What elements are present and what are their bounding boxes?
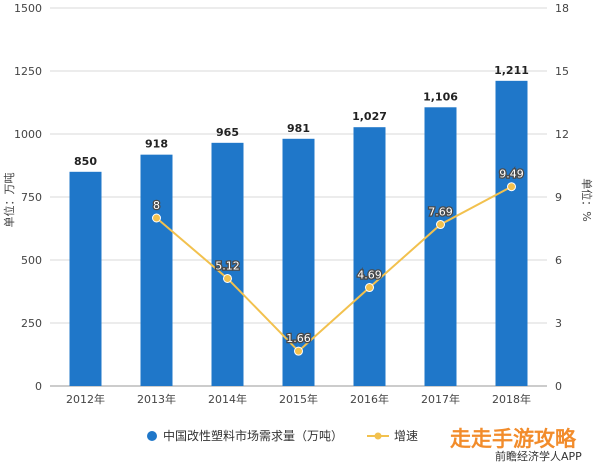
rate-value-label: 8: [153, 199, 160, 212]
bar-value-label: 850: [74, 155, 97, 168]
y-tick-label-left: 1500: [14, 2, 42, 15]
bar-value-label: 965: [216, 126, 239, 139]
rate-point: [294, 346, 303, 356]
y-tick-label-left: 0: [35, 380, 42, 393]
y-tick-label-left: 500: [21, 254, 42, 267]
bar-value-label: 1,106: [423, 90, 458, 103]
rate-value-label: 7.69: [428, 206, 453, 219]
rate-line: [155, 185, 512, 353]
source-caption: 前瞻经济学人APP: [495, 449, 582, 463]
rate-point: [507, 182, 516, 192]
y-axis-title-right: 单位：%: [580, 178, 594, 221]
y-tick-label-right: 18: [555, 2, 569, 15]
rate-value-label: 5.12: [215, 259, 240, 272]
rate-point: [365, 283, 374, 293]
legend: 中国改性塑料市场需求量（万吨） 增速: [147, 428, 418, 443]
bar: [211, 142, 244, 386]
x-tick-label: 2016年: [350, 392, 389, 406]
y-tick-label-left: 250: [21, 317, 42, 330]
y-tick-label-left: 750: [21, 191, 42, 204]
y-tick-label-right: 0: [555, 380, 562, 393]
rate-value-label: 1.66: [286, 332, 311, 345]
bar-value-label: 1,211: [494, 64, 529, 77]
bar: [69, 171, 102, 386]
y-tick-label-right: 15: [555, 65, 569, 78]
bar: [353, 127, 386, 387]
x-tick-label: 2015年: [279, 392, 318, 406]
x-tick-label: 2013年: [137, 392, 176, 406]
x-tick-label: 2018年: [492, 392, 531, 406]
rate-point: [436, 220, 445, 230]
y-tick-label-right: 9: [555, 191, 562, 204]
rate-value-label: 4.69: [357, 269, 382, 282]
y-tick-label-right: 3: [555, 317, 562, 330]
y-tick-label-left: 1250: [14, 65, 42, 78]
line-data-labels: 8 5.12 1.66 4.69 7.69 9.49: [152, 166, 525, 346]
bar-value-label: 918: [145, 138, 168, 151]
x-tick-label: 2017年: [421, 392, 460, 406]
legend-line-label: 增速: [394, 429, 418, 443]
x-axis-ticks: 2012年 2013年 2014年 2015年 2016年 2017年 2018年: [66, 392, 531, 406]
bar-series: [69, 80, 528, 387]
y-tick-label-right: 12: [555, 128, 569, 141]
y-tick-label-right: 6: [555, 254, 562, 267]
bar-value-label: 1,027: [352, 110, 387, 123]
left-axis-ticks: 0 250 500 750 1000 1250 1500: [14, 2, 42, 393]
bar-value-label: 981: [287, 122, 310, 135]
x-tick-label: 2014年: [208, 392, 247, 406]
line-series: [152, 182, 516, 356]
right-axis-ticks: 0 3 6 9 12 15 18: [555, 2, 569, 393]
rate-point: [152, 213, 161, 223]
x-tick-label: 2012年: [66, 392, 105, 406]
bar-data-labels: 850 918 965 981 1,027 1,106 1,211: [74, 64, 529, 168]
rate-point: [223, 273, 232, 283]
bar: [424, 107, 457, 387]
corner-watermark: 走走手游攻略: [450, 427, 577, 451]
rate-value-label: 9.49: [499, 168, 524, 181]
bar: [495, 80, 528, 386]
bar: [140, 154, 173, 386]
y-tick-label-left: 1000: [14, 128, 42, 141]
y-axis-title-left: 单位：万吨: [2, 173, 16, 228]
legend-bar-swatch: [147, 431, 157, 441]
bar: [282, 138, 315, 386]
legend-line-marker: [374, 432, 382, 440]
legend-bar-label: 中国改性塑料市场需求量（万吨）: [163, 428, 343, 443]
